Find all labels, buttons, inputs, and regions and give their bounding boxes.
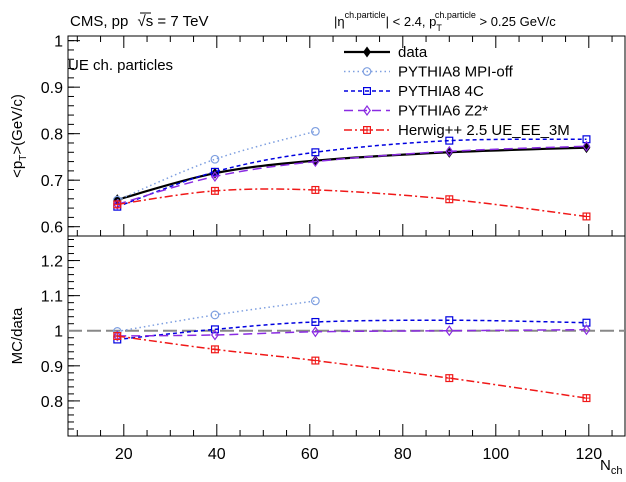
top-point-pythia6-z2-0 [113,198,122,210]
bottom-point-pythia6-z2-0 [113,330,122,342]
top-point-herwig-2-5-ue-ee-3m-4 [582,212,591,221]
top-series-line-pythia8-mpi-off [116,130,316,201]
top-point-herwig-2-5-ue-ee-3m-3 [445,195,454,204]
bottom-ytick-label-3: 1.1 [41,289,63,306]
legend-label-herwig-2-5-ue-ee-3m: Herwig++ 2.5 UE_EE_3M [398,122,570,139]
energy-text: = 7 TeV [153,13,208,30]
cut-pt-suffix: > 0.25 GeV/c [476,14,556,29]
bottom-point-pythia8-mpi-off-2 [310,296,320,306]
experiment-label: CMS, pp √s = 7 TeV [70,13,208,30]
xtick-label-4: 100 [482,446,509,463]
ue-annotation: UE ch. particles [68,57,173,74]
xlabel-sub: ch [611,465,623,477]
legend-marker-herwig-2-5-ue-ee-3m [363,125,372,134]
bottom-ytick-label-0: 0.8 [41,394,63,411]
bottom-point-pythia8-4c-1 [210,325,219,334]
top-point-pythia6-z2-3 [445,145,454,157]
x-axis-title: Nch [600,457,622,477]
cut-eta-sup: ch.particle [345,10,386,20]
bottom-frame [67,235,626,437]
xlabel-main: N [600,457,611,474]
bottom-point-pythia6-z2-4 [582,324,591,336]
top-series-line-pythia8-4c [117,138,587,208]
legend: data PYTHIA8 MPI-off PYTHIA8 4C PYTHIA6 Z2*… [344,44,570,139]
top-point-pythia8-4c-3 [445,136,454,145]
xtick-label-1: 40 [208,446,226,463]
bottom-series-line-pythia6-z2 [117,328,587,337]
bottom-point-herwig-2-5-ue-ee-3m-4 [582,394,591,403]
bottom-point-herwig-2-5-ue-ee-3m-3 [445,374,454,383]
top-point-pythia8-mpi-off-1 [210,154,220,164]
bottom-point-herwig-2-5-ue-ee-3m-0 [113,332,122,341]
top-series-line-pythia6-z2 [117,145,587,206]
bottom-series-line-herwig-2-5-ue-ee-3m [117,335,587,399]
bottom-point-pythia8-4c-3 [445,316,454,325]
experiment-text: CMS, pp [70,13,128,30]
legend-marker-pythia8-4c [363,86,372,95]
xtick-label-5: 120 [575,446,602,463]
cut-pt-sub: T [436,23,442,33]
top-ytick-label-4: 1 [54,34,63,51]
cut-eta-suffix: | < 2.4, p [386,14,437,29]
top-series-line-herwig-2-5-ue-ee-3m [117,188,587,218]
top-point-pythia8-4c-2 [311,148,320,157]
legend-label-data: data [398,44,428,61]
bottom-series-line-pythia8-mpi-off [117,300,316,333]
top-point-pythia6-z2-4 [582,140,591,152]
top-ylabel-suffix: >(GeV/c) [9,94,26,154]
top-point-data-4 [582,142,591,154]
top-ytick-label-2: 0.8 [41,127,63,144]
top-point-pythia8-4c-1 [210,167,219,176]
top-point-pythia6-z2-2 [311,156,320,168]
bottom-point-pythia6-z2-3 [445,325,454,337]
top-point-herwig-2-5-ue-ee-3m-0 [113,200,122,209]
legend-label-pythia6-z2: PYTHIA6 Z2* [398,103,488,120]
bottom-series-line-pythia8-4c [117,319,587,341]
legend-label-pythia8-4c: PYTHIA8 4C [398,83,484,100]
top-y-axis-title: <pT>(GeV/c) [9,94,29,178]
xtick-label-3: 80 [394,446,412,463]
cut-eta-prefix: |η [334,14,345,29]
bottom-point-pythia6-z2-2 [311,326,320,338]
bottom-ytick-label-4: 1.2 [41,254,63,271]
top-panel: 0.6 0.7 0.8 0.9 1 [41,34,626,237]
top-point-herwig-2-5-ue-ee-3m-2 [311,185,320,194]
top-ytick-label-3: 0.9 [41,80,63,97]
bottom-point-herwig-2-5-ue-ee-3m-1 [210,345,219,354]
top-ylabel-sub: T [18,155,29,161]
selection-cuts: |ηch.particle| < 2.4, pTch.particle > 0.… [334,10,556,33]
top-ytick-label-0: 0.6 [41,220,63,237]
top-point-herwig-2-5-ue-ee-3m-1 [210,186,219,195]
legend-marker-pythia8-mpi-off [362,67,372,76]
legend-label-pythia8-mpi-off: PYTHIA8 MPI-off [398,64,514,81]
ratio-panel: 0.8 0.9 1 1.1 1.2 20 40 60 80 100 120 [41,235,626,463]
bottom-point-pythia6-z2-1 [211,329,219,341]
bottom-ytick-label-1: 0.9 [41,359,63,376]
top-ylabel-prefix: <p [9,161,26,178]
xtick-label-2: 60 [301,446,319,463]
top-point-pythia6-z2-1 [211,170,219,183]
bottom-point-pythia8-mpi-off-1 [210,310,220,320]
bottom-ytick-label-2: 1 [54,324,63,341]
xtick-label-0: 20 [115,446,133,463]
legend-marker-data [363,46,371,58]
legend-marker-pythia6-z2 [363,104,371,117]
s-letter: s [146,13,154,30]
top-point-pythia8-mpi-off-2 [310,126,320,136]
bottom-y-axis-title: MC/data [9,307,26,364]
cut-pt-sup: ch.particle [435,10,476,20]
sqrt-symbol: √ [138,13,147,30]
top-ytick-label-1: 0.7 [41,173,63,190]
bottom-point-pythia8-4c-2 [311,317,320,326]
bottom-point-herwig-2-5-ue-ee-3m-2 [311,356,320,365]
